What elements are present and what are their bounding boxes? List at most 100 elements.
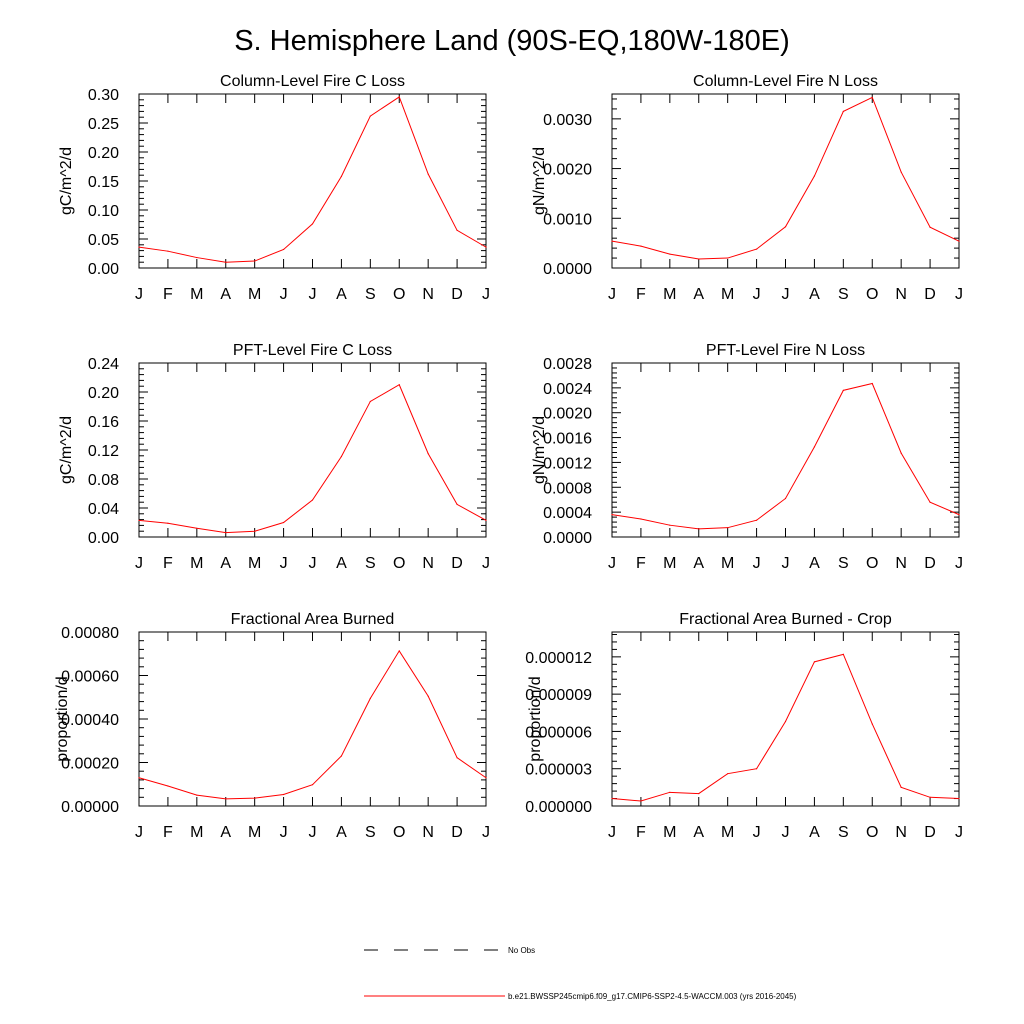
x-tick-label: S [365,286,376,303]
data-point [640,245,642,247]
data-point [755,248,758,250]
data-point [900,786,902,788]
data-point [813,661,816,663]
main-title: S. Hemisphere Land (90S-EQ,180W-180E) [234,25,790,57]
y-tick-label: 0.0020 [543,406,592,423]
data-point [929,796,931,798]
y-tick-label: 0.25 [88,116,119,133]
data-point [755,519,758,521]
data-point [784,497,787,500]
x-tick-label: M [721,824,734,841]
data-point [254,260,256,262]
y-tick-label: 0.30 [88,87,119,104]
x-tick-label: N [422,824,434,841]
y-axis-label: gN/m^2/d [531,416,548,484]
x-tick-label: D [451,286,463,303]
x-tick-label: M [721,555,734,572]
x-tick-label: N [422,286,434,303]
x-tick-label: J [280,824,288,841]
x-tick-label: M [190,286,203,303]
plot-frame [138,631,487,807]
data-point [784,720,787,723]
x-tick-label: J [955,286,963,303]
y-tick-label: 0.000009 [525,687,592,704]
x-tick-label: J [280,286,288,303]
y-axis-label: gN/m^2/d [531,147,548,215]
x-tick-label: J [608,824,616,841]
x-tick-label: S [365,824,376,841]
plot-frame [138,362,487,538]
data-point [813,446,816,448]
data-point [640,800,642,802]
y-tick-label: 0.0000 [543,261,592,278]
x-tick-label: M [663,824,676,841]
data-point [727,257,729,259]
x-tick-label: M [663,555,676,572]
data-point [900,452,902,454]
data-point [611,240,613,242]
x-tick-label: D [924,555,936,572]
x-tick-label: A [336,824,347,841]
chart-panel-2: Column-Level Fire N Loss gN/m^2/d 0.0000 0.… [531,73,963,303]
chart-panel-5: Fractional Area Burned proportion/d 0.0000… [54,611,490,841]
x-tick-label: J [955,555,963,572]
x-tick-label: J [482,555,490,572]
y-tick-label: 0.0010 [543,211,592,228]
y-tick-label: 0.0024 [543,381,592,398]
data-point [958,240,960,242]
y-tick-label: 0.00080 [61,625,119,642]
data-point [485,246,487,248]
x-tick-label: A [220,555,231,572]
x-tick-label: A [336,286,347,303]
x-tick-label: A [336,555,347,572]
data-point [669,791,671,793]
x-tick-label: A [809,824,820,841]
chart-panel-6: Fractional Area Burned - Crop proportion/… [525,611,963,841]
y-tick-label: 0.08 [88,472,119,489]
x-tick-label: A [693,286,704,303]
y-tick-label: 0.05 [88,232,119,249]
data-point [871,723,873,725]
x-tick-label: J [782,555,790,572]
panel-title: Column-Level Fire N Loss [693,73,878,90]
x-tick-label: J [482,824,490,841]
x-tick-label: O [393,824,405,841]
data-point [900,171,902,173]
x-tick-label: S [838,555,849,572]
data-point [282,793,285,796]
data-point [167,250,169,252]
x-tick-label: M [248,824,261,841]
x-tick-label: J [753,555,761,572]
panels: Column-Level Fire C Loss gC/m^2/d 0.00 0.05… [54,73,963,841]
x-tick-label: O [866,555,878,572]
data-point [929,501,931,503]
series-line [138,96,487,263]
y-tick-label: 0.0030 [543,112,592,129]
data-point [871,382,873,385]
data-point [698,528,700,530]
data-point [369,400,371,403]
x-tick-label: M [248,286,261,303]
data-point [611,514,613,516]
x-tick-label: S [838,286,849,303]
y-tick-label: 0.20 [88,145,119,162]
y-tick-label: 0.00000 [61,799,119,816]
x-tick-label: J [309,824,317,841]
y-axis-label: gC/m^2/d [58,416,75,484]
data-point [138,519,140,521]
y-tick-label: 0.16 [88,414,119,431]
y-axis-label: proportion/d [54,676,71,761]
y-tick-label: 0.000003 [525,762,592,779]
plot-frame [138,93,487,269]
series-line [611,382,960,530]
data-point [196,794,198,796]
series-line [138,649,487,800]
y-tick-label: 0.00 [88,530,119,547]
y-tick-label: 0.20 [88,385,119,402]
panel-title: Column-Level Fire C Loss [220,73,405,90]
panel-title: Fractional Area Burned [231,611,395,628]
y-tick-label: 0.0016 [543,431,592,448]
data-point [456,229,458,231]
x-tick-label: A [693,824,704,841]
data-point [727,773,729,775]
